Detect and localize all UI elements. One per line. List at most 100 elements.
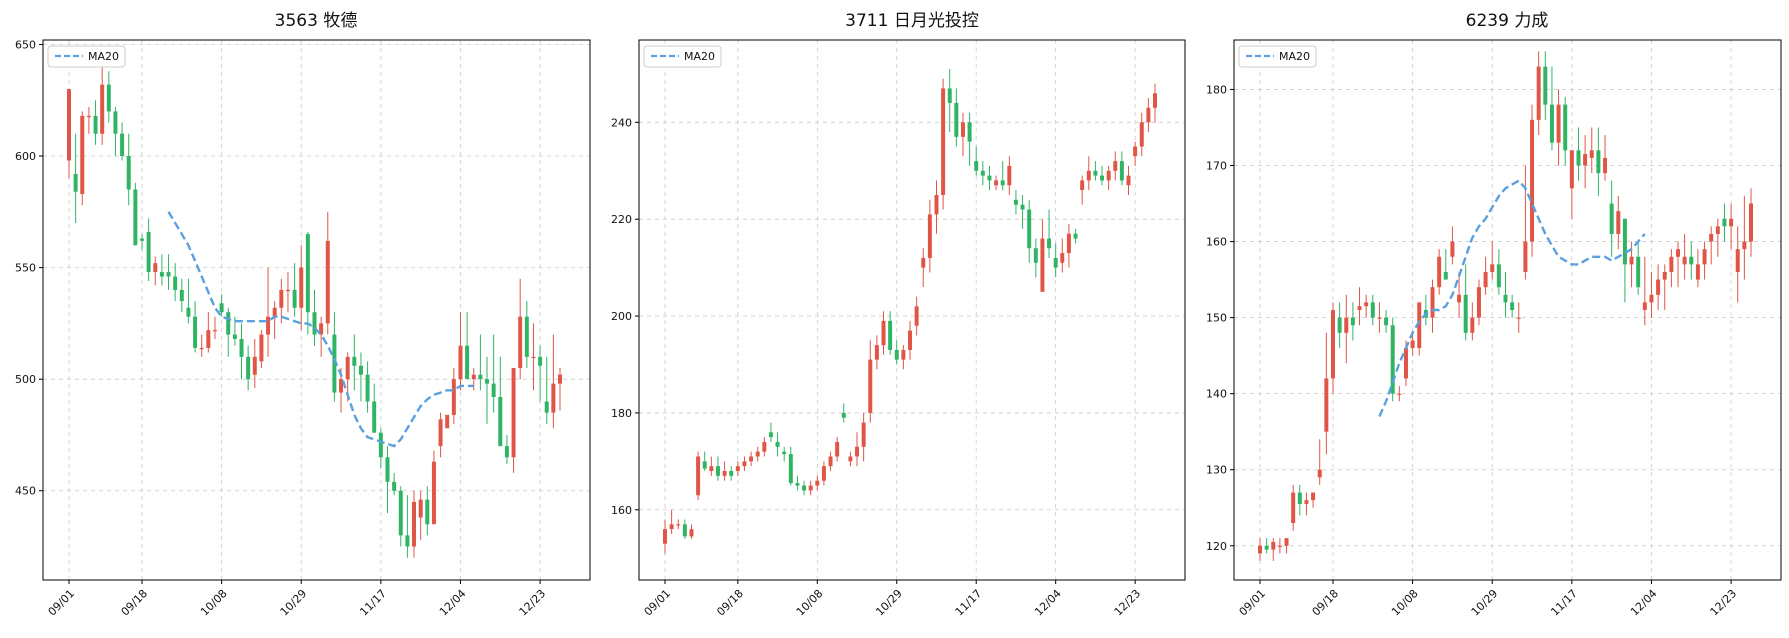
candle-body [855, 446, 860, 457]
candle-body [352, 356, 357, 366]
candle-body [1073, 233, 1078, 239]
candle-body [153, 263, 158, 273]
candle-body [1417, 302, 1422, 349]
candle-body [1695, 264, 1700, 280]
candle-body [802, 485, 807, 491]
x-tick-label: 11/17 [357, 587, 389, 619]
candle-body [1636, 256, 1641, 288]
y-tick-label: 120 [1206, 540, 1227, 553]
candle-body [1317, 469, 1322, 478]
candle-body [954, 102, 959, 137]
x-tick-label: 11/17 [1548, 587, 1580, 619]
x-tick-label: 12/04 [1032, 587, 1064, 619]
candle-body [934, 194, 939, 215]
candle-body [325, 240, 330, 324]
candle-body [279, 289, 284, 308]
x-tick-label: 12/23 [1708, 587, 1740, 619]
y-tick-label: 180 [611, 407, 632, 420]
candle-body [782, 451, 787, 455]
candle-body [1549, 104, 1554, 143]
candle-body [358, 365, 363, 375]
candle-body [1040, 238, 1045, 292]
x-tick-label: 09/01 [46, 587, 78, 619]
candle-body [365, 374, 370, 402]
x-tick-label: 09/18 [714, 587, 746, 619]
candle-body [1742, 241, 1747, 250]
ma20-line [1378, 179, 1646, 417]
candle-body [1603, 157, 1608, 174]
candle-body [1516, 317, 1521, 319]
candle-body [504, 446, 509, 458]
candle-body [412, 501, 417, 547]
x-tick-label: 12/23 [1112, 587, 1144, 619]
candle-body [1410, 340, 1415, 349]
candle-body [100, 84, 105, 134]
candle-body [418, 499, 423, 518]
candle-body [1563, 104, 1568, 151]
candle-body [1119, 161, 1124, 181]
candle-body [795, 483, 800, 486]
candle-body [246, 356, 251, 380]
candle-body [1642, 302, 1647, 310]
candle-body [663, 529, 667, 544]
legend: MA20 [1238, 45, 1317, 68]
candle-body [120, 133, 125, 157]
plot-area: 450 500 550 600 650 09/01 09/18 10/08 10/29 11/17… [15, 38, 591, 619]
candle-body [498, 397, 503, 447]
candle-body [768, 432, 773, 438]
x-tick-label: 10/08 [794, 587, 826, 619]
candle-body [67, 89, 71, 161]
y-tick-label: 140 [1206, 388, 1227, 401]
candle-body [1106, 170, 1111, 181]
candle-body [80, 115, 85, 194]
panel-title: 6239 力成 [1466, 11, 1549, 31]
candle-body [1364, 302, 1369, 307]
x-tick-label: 10/29 [873, 587, 905, 619]
x-tick-label: 12/04 [1628, 587, 1660, 619]
candle-body [1702, 249, 1707, 265]
candle-body [775, 441, 780, 447]
candle-body [1284, 538, 1289, 546]
candle-body [558, 374, 562, 384]
candle-body [166, 272, 171, 277]
candle-body [1689, 256, 1694, 265]
candle-body [1530, 119, 1535, 242]
candle-body [815, 480, 820, 486]
candle-body [1476, 287, 1481, 318]
candle-body [73, 173, 78, 192]
candle-body [980, 170, 985, 176]
candle-body [431, 461, 436, 525]
y-tick-label: 130 [1206, 464, 1227, 477]
candle-body [967, 122, 972, 142]
candle-body [1596, 150, 1601, 174]
candle-body [445, 414, 450, 429]
candle-body [1271, 541, 1276, 550]
candle-body [93, 115, 98, 134]
panel-3563: 3563 牧德 450 500 550 600 650 09/01 09/18 10/08 10… [15, 11, 591, 619]
candle-body [1583, 154, 1588, 166]
legend-label: MA20 [1279, 50, 1310, 63]
candle-body [1304, 500, 1309, 504]
candle-body [1344, 317, 1349, 333]
candle-body [1357, 306, 1362, 310]
candle-body [1146, 107, 1151, 123]
candle-body [339, 379, 344, 393]
candle-body [947, 88, 952, 103]
candle-body [1749, 203, 1753, 242]
candle-body [378, 432, 383, 458]
candle-body [226, 312, 231, 335]
candle-body [894, 349, 899, 360]
legend-label: MA20 [88, 50, 119, 63]
candle-body [458, 345, 463, 380]
y-tick-label: 160 [1206, 236, 1227, 249]
y-tick-label: 180 [1206, 83, 1227, 96]
candle-body [1324, 378, 1329, 432]
candle-body [921, 257, 926, 268]
candle-body [551, 383, 556, 413]
candle-body [1536, 66, 1541, 120]
y-tick-label: 220 [611, 213, 632, 226]
candle-body [888, 320, 893, 350]
candle-body [186, 307, 191, 317]
